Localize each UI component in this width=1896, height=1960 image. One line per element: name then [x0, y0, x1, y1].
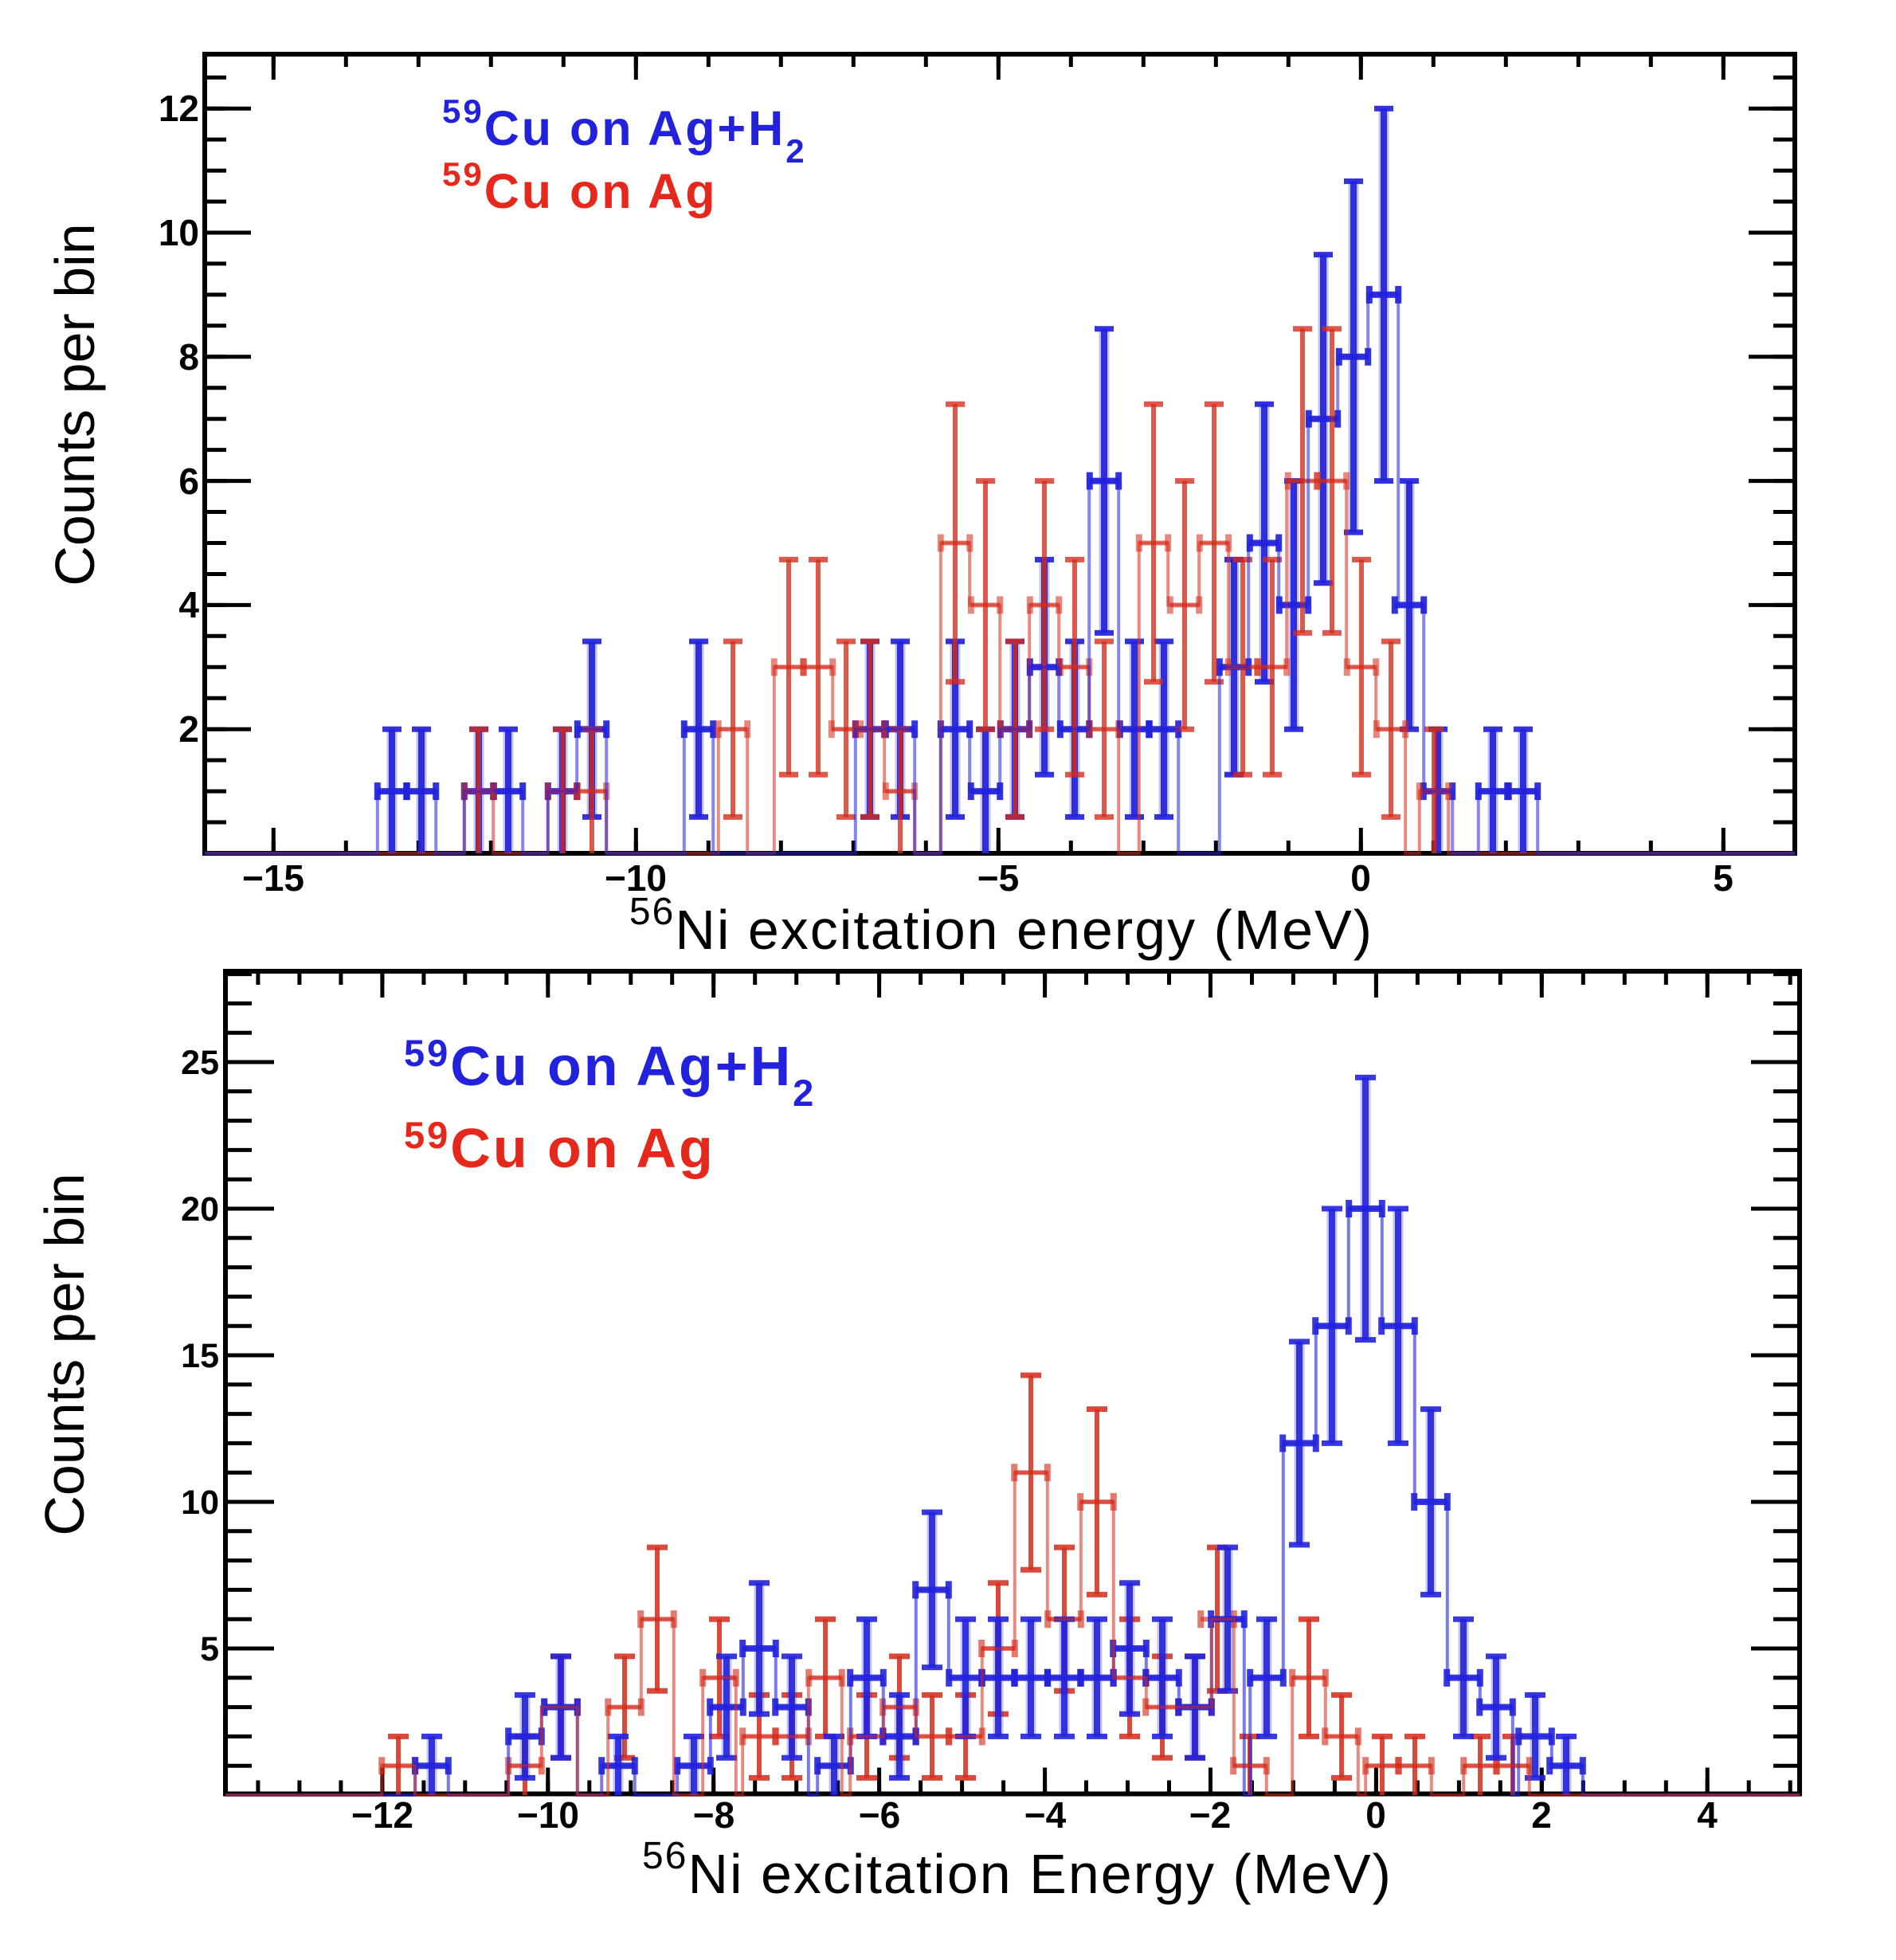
svg-text:59Cu on Ag: 59Cu on Ag — [442, 155, 718, 218]
svg-text:25: 25 — [181, 1044, 219, 1082]
svg-text:12: 12 — [159, 88, 199, 129]
svg-text:10: 10 — [159, 212, 199, 253]
svg-text:8: 8 — [178, 336, 199, 378]
svg-text:59Cu on Ag+H2: 59Cu on Ag+H2 — [404, 1032, 816, 1114]
svg-text:−8: −8 — [693, 1794, 735, 1836]
svg-text:59Cu on Ag: 59Cu on Ag — [404, 1114, 715, 1179]
svg-text:−10: −10 — [517, 1794, 579, 1836]
svg-text:5: 5 — [200, 1630, 219, 1668]
svg-text:4: 4 — [1697, 1794, 1718, 1836]
svg-text:59Cu on Ag+H2: 59Cu on Ag+H2 — [442, 92, 807, 170]
svg-text:−2: −2 — [1189, 1794, 1231, 1836]
svg-text:0: 0 — [1365, 1794, 1386, 1836]
svg-text:2: 2 — [178, 708, 199, 750]
svg-text:20: 20 — [181, 1190, 219, 1229]
svg-text:4: 4 — [178, 584, 199, 625]
svg-text:56Ni excitation energy (MeV): 56Ni excitation energy (MeV) — [629, 891, 1373, 961]
svg-text:−15: −15 — [242, 857, 304, 899]
svg-text:Counts per bin: Counts per bin — [33, 1173, 96, 1535]
svg-text:5: 5 — [1713, 857, 1733, 899]
svg-text:−10: −10 — [605, 857, 667, 899]
svg-text:−6: −6 — [859, 1794, 900, 1836]
svg-text:−4: −4 — [1024, 1794, 1067, 1836]
svg-text:2: 2 — [1531, 1794, 1552, 1836]
svg-text:−5: −5 — [977, 857, 1019, 899]
svg-text:56Ni excitation Energy (MeV): 56Ni excitation Energy (MeV) — [642, 1835, 1393, 1905]
svg-text:0: 0 — [1350, 857, 1371, 899]
svg-text:15: 15 — [181, 1337, 219, 1375]
svg-text:10: 10 — [181, 1484, 219, 1522]
svg-text:6: 6 — [178, 461, 199, 502]
svg-text:−12: −12 — [351, 1794, 413, 1836]
svg-text:Counts per bin: Counts per bin — [44, 223, 106, 586]
